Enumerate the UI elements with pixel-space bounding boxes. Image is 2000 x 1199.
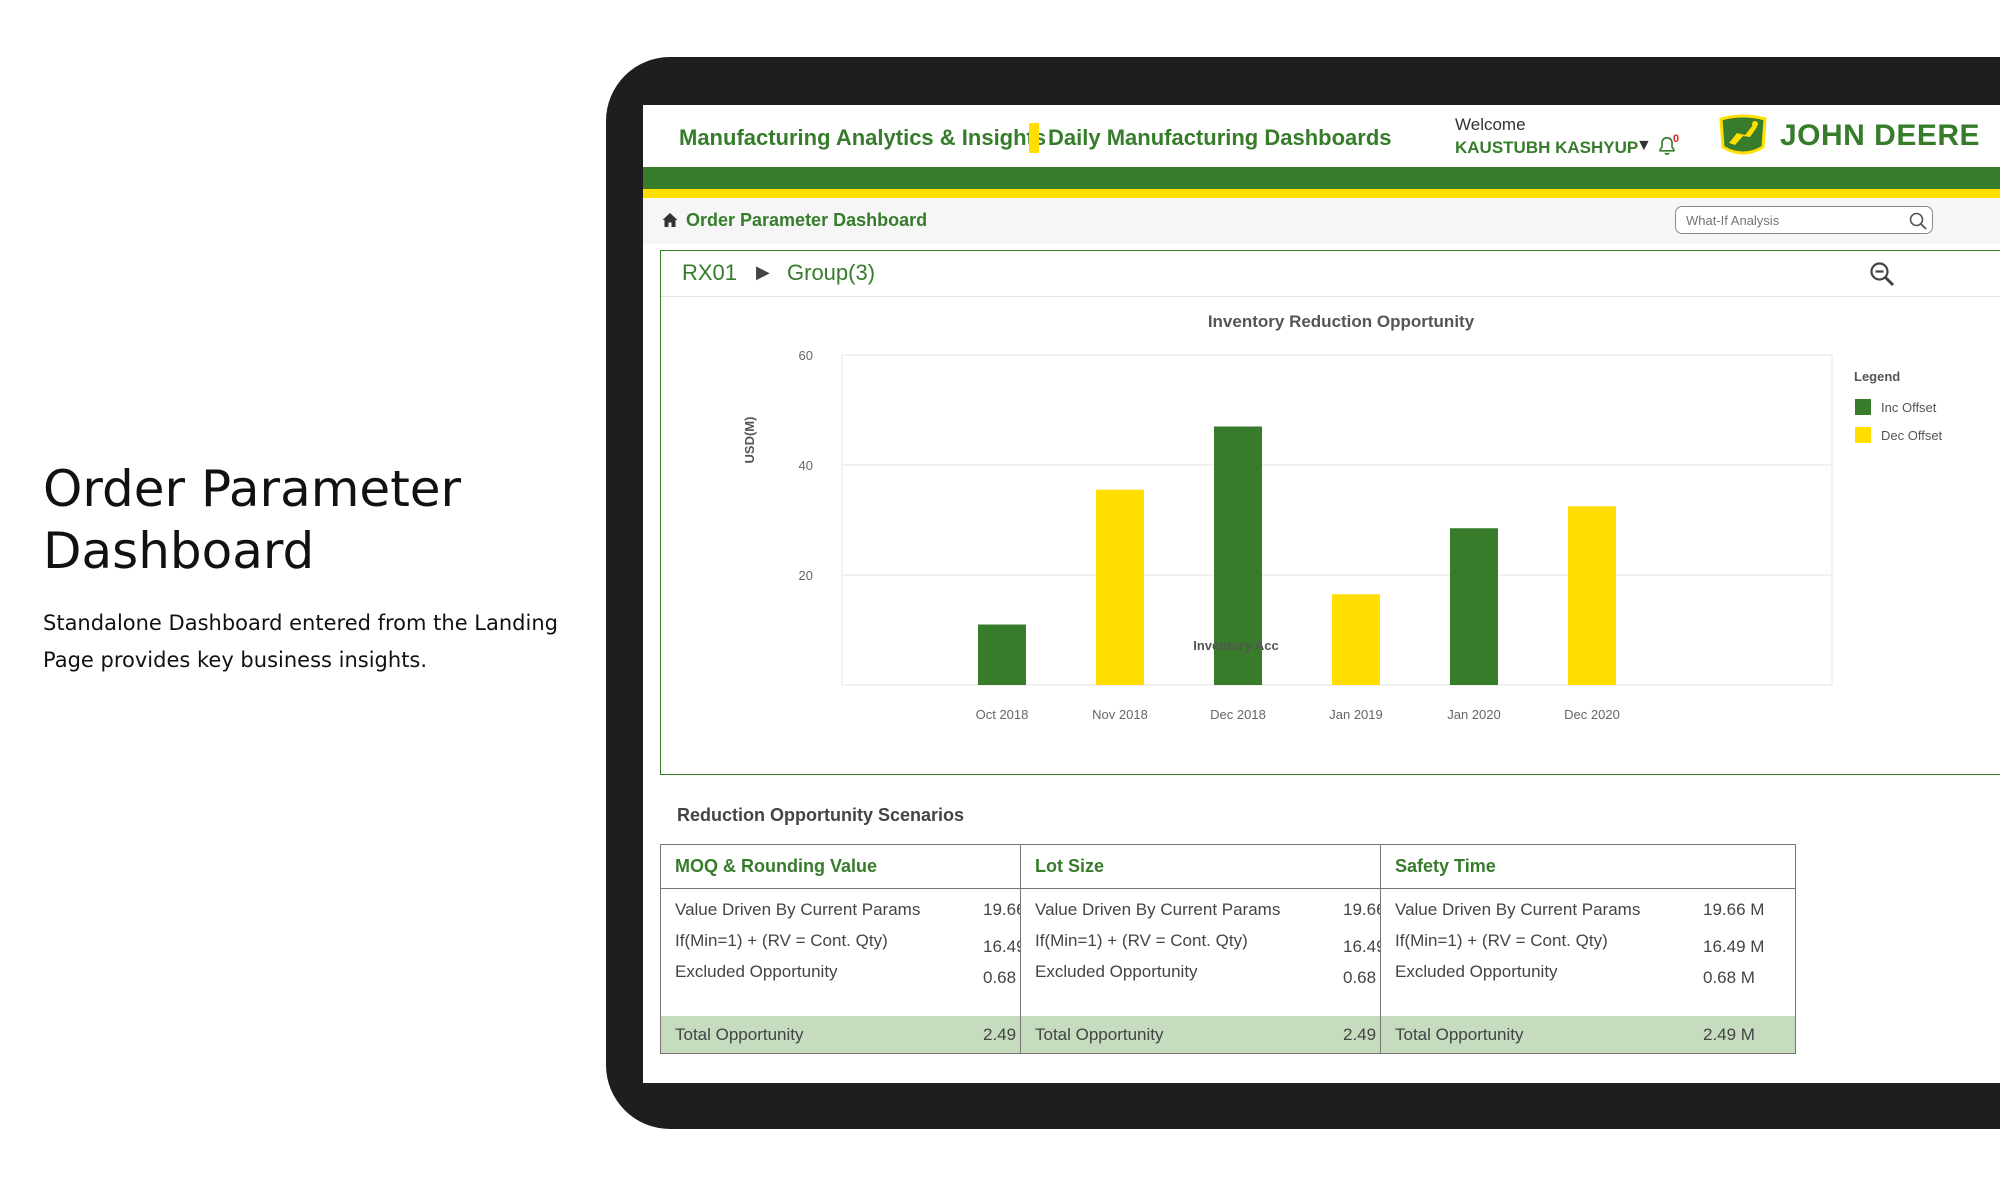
- bar: [1096, 489, 1144, 685]
- scenario-total-label: Total Opportunity: [1035, 1025, 1164, 1044]
- bar: [1214, 426, 1262, 685]
- zoom-out-icon[interactable]: [1868, 260, 1896, 288]
- header-band-yellow: [643, 189, 2000, 198]
- y-axis-label: USD(M): [742, 417, 757, 464]
- scenario-card: Safety Time Value Driven By Current Param…: [1380, 844, 1796, 1054]
- hero-title: Order Parameter Dashboard: [43, 460, 462, 580]
- bar: [1332, 594, 1380, 685]
- chart-legend: Inc Offset Dec Offset: [1855, 399, 1943, 443]
- section-title-link[interactable]: Daily Manufacturing Dashboards: [1048, 125, 1392, 150]
- scenario-total-row: Total Opportunity 2.49 M: [1021, 1016, 1435, 1053]
- scenario-total-row: Total Opportunity 2.49 M: [661, 1016, 1075, 1053]
- scenario-total-row: Total Opportunity 2.49 M: [1381, 1016, 1795, 1053]
- y-tick-label: 20: [799, 568, 813, 583]
- legend-swatch: [1855, 399, 1871, 415]
- brand-name: JOHN DEERE: [1780, 119, 1981, 152]
- search-icon[interactable]: [1908, 211, 1928, 231]
- bar: [1568, 506, 1616, 685]
- path-child-link[interactable]: Group(3): [787, 260, 876, 285]
- bar: [1450, 528, 1498, 685]
- legend-label: Inc Offset: [1881, 400, 1937, 415]
- scenario-row-value: 19.66 M: [1703, 900, 1765, 919]
- y-tick-label: 60: [799, 348, 813, 363]
- legend-title: Legend: [1854, 369, 1900, 384]
- user-name[interactable]: KAUSTUBH KASHYUP: [1455, 138, 1639, 157]
- scenarios-title: Reduction Opportunity Scenarios: [677, 805, 965, 825]
- scenario-row-label: If(Min=1) + (RV = Cont. Qty): [1395, 931, 1608, 950]
- bell-icon[interactable]: [1656, 135, 1678, 157]
- scenario-row-label: Excluded Opportunity: [1395, 962, 1558, 981]
- breadcrumb-page[interactable]: Order Parameter Dashboard: [686, 210, 928, 230]
- legend-label: Dec Offset: [1881, 428, 1943, 443]
- scenario-card-header: MOQ & Rounding Value: [661, 845, 1075, 889]
- welcome-label: Welcome: [1455, 115, 1526, 134]
- x-tick-label: Jan 2019: [1329, 707, 1383, 722]
- legend-swatch: [1855, 427, 1871, 443]
- chart-grid: [842, 354, 1832, 576]
- scenario-row-label: Value Driven By Current Params: [1035, 900, 1281, 919]
- notification-count: 0: [1673, 133, 1680, 145]
- hero-description: Standalone Dashboard entered from the La…: [43, 611, 558, 672]
- john-deere-logo: [1719, 114, 1767, 155]
- scenario-row-label: Excluded Opportunity: [675, 962, 838, 981]
- chart-title: Inventory Reduction Opportunity: [1208, 312, 1475, 331]
- x-axis-ticks: Oct 2018 Nov 2018 Dec 2018 Jan 2019 Jan 2020…: [976, 707, 1620, 722]
- scenario-card-title: Lot Size: [1035, 856, 1105, 876]
- scenario-row-label: Value Driven By Current Params: [675, 900, 921, 919]
- scenario-row-value: 0.68 M: [1703, 968, 1755, 987]
- scenario-card-header: Lot Size: [1021, 845, 1435, 889]
- x-tick-label: Dec 2020: [1564, 707, 1620, 722]
- dashboard-screen: Manufacturing Analytics & Insights Daily…: [643, 105, 2000, 1083]
- what-if-search-input[interactable]: [1686, 211, 1896, 229]
- scenario-row-label: If(Min=1) + (RV = Cont. Qty): [675, 931, 888, 950]
- home-icon[interactable]: [661, 211, 679, 229]
- scenario-total-label: Total Opportunity: [675, 1025, 804, 1044]
- breadcrumb-bar: Order Parameter Dashboard: [643, 198, 2000, 244]
- scenario-total-label: Total Opportunity: [1395, 1025, 1524, 1044]
- what-if-search[interactable]: [1675, 206, 1933, 234]
- header-band-green: [643, 167, 2000, 189]
- chart-panel: RX01 ▶ Group(3) Inventory Reduction Oppo…: [660, 250, 2000, 775]
- x-tick-label: Oct 2018: [976, 707, 1029, 722]
- inventory-chart: Inventory Reduction Opportunity 20 40 60 O…: [742, 312, 1943, 722]
- header-separator: [1029, 123, 1039, 153]
- x-tick-label: Nov 2018: [1092, 707, 1148, 722]
- app-title-link[interactable]: Manufacturing Analytics & Insights: [679, 125, 1047, 150]
- scenario-card-title: MOQ & Rounding Value: [675, 856, 877, 876]
- x-axis-label: Inventory Acc: [1193, 638, 1279, 653]
- scenario-row-label: Value Driven By Current Params: [1395, 900, 1641, 919]
- scenario-card-title: Safety Time: [1395, 856, 1496, 876]
- panel-toolbar: RX01 ▶ Group(3): [661, 251, 2000, 297]
- scenario-row-value: 16.49 M: [1703, 937, 1765, 956]
- path-root-link[interactable]: RX01: [682, 260, 738, 285]
- scenario-card-header: Safety Time: [1381, 845, 1795, 889]
- y-tick-label: 40: [799, 458, 813, 473]
- user-dropdown-icon[interactable]: ▼: [1636, 137, 1652, 154]
- x-tick-label: Dec 2018: [1210, 707, 1266, 722]
- bar: [978, 624, 1026, 685]
- x-tick-label: Jan 2020: [1447, 707, 1501, 722]
- app-header: Manufacturing Analytics & Insights Daily…: [643, 105, 2000, 167]
- path-arrow-icon: ▶: [756, 262, 770, 282]
- scenario-card: Lot Size Value Driven By Current Params 19…: [1020, 844, 1436, 1054]
- y-axis-ticks: 20 40 60: [799, 348, 813, 583]
- scenario-card: MOQ & Rounding Value Value Driven By Curr…: [660, 844, 1076, 1054]
- scenario-total-value: 2.49 M: [1703, 1025, 1755, 1044]
- scenario-row-label: If(Min=1) + (RV = Cont. Qty): [1035, 931, 1248, 950]
- chart-bars: [978, 426, 1616, 685]
- scenario-row-label: Excluded Opportunity: [1035, 962, 1198, 981]
